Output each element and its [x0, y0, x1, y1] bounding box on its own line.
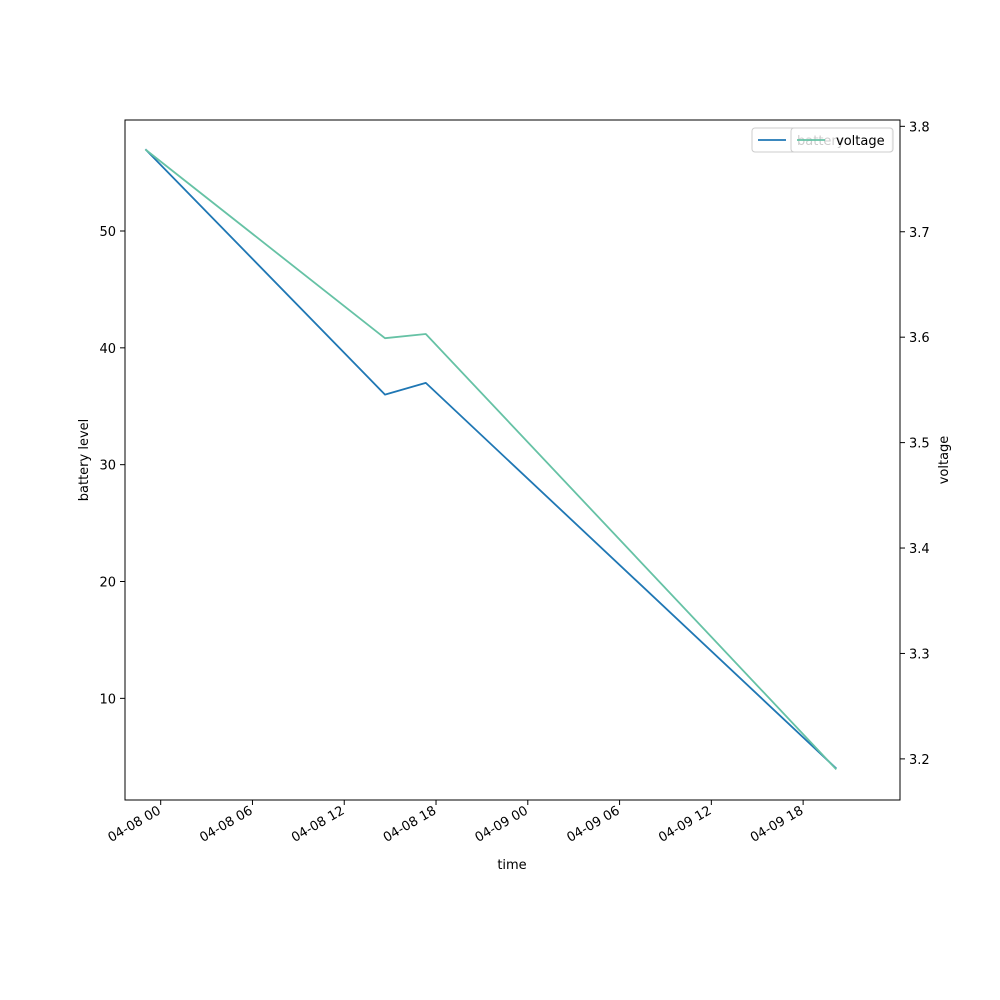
y-left-tick-label: 50 — [99, 225, 116, 240]
x-tick-label: 04-08 06 — [197, 803, 255, 845]
y-left-tick-label: 20 — [99, 576, 116, 591]
legend-voltage-box — [790, 127, 894, 153]
y-right-tick-label: 3.6 — [909, 331, 930, 346]
series-line-battery — [144, 148, 837, 770]
y-left-tick-label: 30 — [99, 459, 116, 474]
y-left-tick-label: 40 — [99, 342, 116, 357]
y-axis-right: 3.2 3.3 3.4 3.5 3.6 3.7 3.8 — [900, 120, 930, 768]
x-tick-label: 04-09 18 — [748, 803, 806, 845]
y-right-tick-label: 3.2 — [909, 753, 930, 768]
x-tick-label: 04-08 18 — [381, 803, 439, 845]
legend-voltage-label: voltage — [836, 134, 885, 149]
y-axis-left-label: battery level — [77, 419, 92, 502]
x-tick-label: 04-08 12 — [289, 803, 347, 845]
y-right-tick-label: 3.8 — [909, 120, 930, 135]
x-tick-label: 04-09 00 — [473, 803, 531, 845]
y-left-tick-label: 10 — [99, 692, 116, 707]
x-axis: 04-08 00 04-08 06 04-08 12 04-08 18 04-09 00… — [106, 800, 806, 846]
y-right-tick-label: 3.3 — [909, 647, 930, 662]
y-axis-left: 10 20 30 40 50 — [99, 225, 125, 707]
series-layer — [144, 148, 837, 771]
plot-frame — [124, 119, 901, 801]
x-tick-label: 04-09 06 — [564, 803, 622, 845]
x-axis-label: time — [497, 858, 526, 873]
x-tick-label: 04-08 00 — [106, 803, 164, 845]
y-right-tick-label: 3.5 — [909, 437, 930, 452]
series-line-voltage — [144, 148, 837, 771]
y-right-tick-label: 3.4 — [909, 542, 930, 557]
y-axis-right-label: voltage — [937, 436, 952, 485]
y-right-tick-label: 3.7 — [909, 226, 930, 241]
x-tick-label: 04-09 12 — [656, 803, 714, 845]
legend-voltage: voltage — [790, 127, 894, 153]
